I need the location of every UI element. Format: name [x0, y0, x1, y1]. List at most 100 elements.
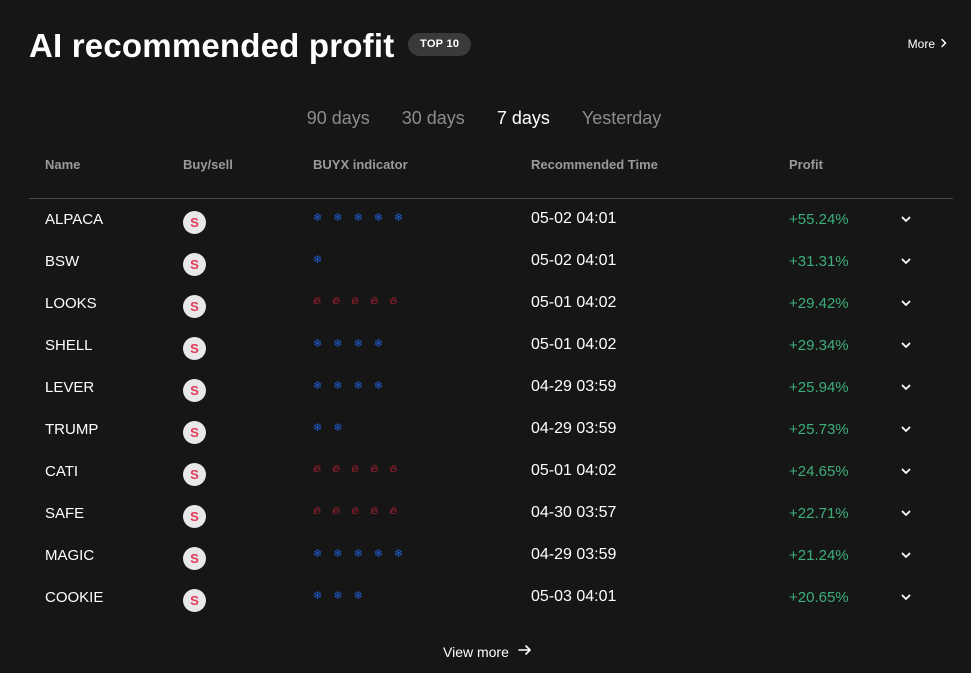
buy-sell-cell: S	[183, 534, 206, 576]
fire-icon: 🔥︎	[370, 294, 379, 307]
table-row[interactable]: CATI S 🔥︎ 🔥︎ 🔥︎ 🔥︎ 🔥︎ 05-01 04:02 +24.65%	[0, 450, 971, 492]
more-label: More	[907, 37, 935, 51]
snowflake-icon: ❄	[333, 421, 343, 434]
snowflake-icon: ❄	[333, 337, 343, 350]
buyx-indicator: ❄ ❄ ❄ ❄	[313, 364, 383, 406]
recommended-time: 05-03 04:01	[531, 588, 617, 605]
buyx-indicator: ❄	[313, 238, 322, 280]
profit-value: +55.24%	[789, 210, 849, 228]
sell-badge: S	[183, 294, 206, 318]
table-row[interactable]: LEVER S ❄ ❄ ❄ ❄ 04-29 03:59 +25.94%	[0, 366, 971, 408]
sell-badge: S	[183, 588, 206, 612]
profit-value: +21.24%	[789, 546, 849, 564]
tab-90-days[interactable]: 90 days	[306, 108, 370, 128]
table-row[interactable]: LOOKS S 🔥︎ 🔥︎ 🔥︎ 🔥︎ 🔥︎ 05-01 04:02 +29.42%	[0, 282, 971, 324]
sell-badge: S	[183, 462, 206, 486]
sell-badge: S	[183, 504, 206, 528]
chevron-down-icon[interactable]	[899, 576, 913, 618]
snowflake-icon: ❄	[393, 547, 404, 560]
chevron-down-icon[interactable]	[899, 534, 913, 576]
chevron-down-icon[interactable]	[899, 198, 913, 240]
column-header-name: Name	[45, 157, 81, 172]
top-badge: TOP 10	[408, 33, 472, 56]
fire-icon: 🔥︎	[332, 462, 341, 475]
buyx-indicator: 🔥︎ 🔥︎ 🔥︎ 🔥︎ 🔥︎	[313, 448, 397, 490]
chevron-down-icon[interactable]	[899, 240, 913, 282]
coin-name: BSW	[45, 252, 80, 270]
table-row[interactable]: TRUMP S ❄ ❄ 04-29 03:59 +25.73%	[0, 408, 971, 450]
snowflake-icon: ❄	[313, 253, 323, 266]
buy-sell-cell: S	[183, 198, 206, 240]
buyx-indicator: ❄ ❄ ❄ ❄	[313, 322, 383, 364]
table-row[interactable]: BSW S ❄ 05-02 04:01 +31.31%	[0, 240, 971, 282]
fire-icon: 🔥︎	[332, 294, 341, 307]
buy-sell-cell: S	[183, 492, 206, 534]
coin-name: MAGIC	[45, 546, 95, 564]
buy-sell-cell: S	[183, 240, 206, 282]
chevron-down-icon[interactable]	[899, 450, 913, 492]
snowflake-icon: ❄	[313, 589, 323, 602]
tab-30-days[interactable]: 30 days	[401, 108, 465, 128]
table-row[interactable]: ALPACA S ❄ ❄ ❄ ❄ ❄ 05-02 04:01 +55.24%	[0, 198, 971, 240]
buyx-indicator: 🔥︎ 🔥︎ 🔥︎ 🔥︎ 🔥︎	[313, 490, 397, 532]
profit-value: +20.65%	[789, 588, 849, 606]
profit-value: +25.73%	[789, 420, 849, 438]
coin-name: LOOKS	[45, 294, 97, 312]
chevron-down-icon[interactable]	[899, 324, 913, 366]
view-more-label: View more	[443, 643, 509, 660]
snowflake-icon: ❄	[353, 589, 363, 602]
table-row[interactable]: MAGIC S ❄ ❄ ❄ ❄ ❄ 04-29 03:59 +21.24%	[0, 534, 971, 576]
more-link[interactable]: More	[908, 37, 949, 51]
buyx-indicator: 🔥︎ 🔥︎ 🔥︎ 🔥︎ 🔥︎	[313, 280, 397, 322]
period-tabs: 90 days 30 days 7 days Yesterday	[0, 108, 971, 129]
column-header-time: Recommended Time	[531, 157, 658, 172]
profit-value: +25.94%	[789, 378, 849, 396]
coin-name: CATI	[45, 462, 79, 480]
profit-value: +29.42%	[789, 294, 849, 312]
table-row[interactable]: COOKIE S ❄ ❄ ❄ 05-03 04:01 +20.65%	[0, 576, 971, 618]
fire-icon: 🔥︎	[351, 504, 360, 517]
buy-sell-cell: S	[183, 450, 206, 492]
fire-icon: 🔥︎	[313, 462, 322, 475]
table-row[interactable]: SAFE S 🔥︎ 🔥︎ 🔥︎ 🔥︎ 🔥︎ 04-30 03:57 +22.71%	[0, 492, 971, 534]
table-row[interactable]: SHELL S ❄ ❄ ❄ ❄ 05-01 04:02 +29.34%	[0, 324, 971, 366]
tab-yesterday[interactable]: Yesterday	[581, 108, 662, 128]
sell-badge: S	[183, 420, 206, 444]
snowflake-icon: ❄	[353, 211, 363, 224]
snowflake-icon: ❄	[353, 337, 363, 350]
chevron-down-icon[interactable]	[899, 282, 913, 324]
snowflake-icon: ❄	[373, 211, 383, 224]
buy-sell-cell: S	[183, 576, 206, 618]
buy-sell-cell: S	[183, 366, 206, 408]
profit-value: +24.65%	[789, 462, 849, 480]
view-more-link[interactable]: View more	[443, 642, 533, 661]
snowflake-icon: ❄	[333, 589, 343, 602]
recommended-time: 04-29 03:59	[531, 546, 617, 563]
fire-icon: 🔥︎	[313, 504, 322, 517]
fire-icon: 🔥︎	[389, 504, 398, 517]
profit-value: +31.31%	[789, 252, 849, 270]
fire-icon: 🔥︎	[370, 462, 379, 475]
tab-7-days[interactable]: 7 days	[496, 108, 550, 128]
buy-sell-cell: S	[183, 282, 206, 324]
snowflake-icon: ❄	[393, 211, 404, 224]
column-header-buy-sell: Buy/sell	[183, 157, 233, 172]
profit-value: +22.71%	[789, 504, 849, 522]
buyx-indicator: ❄ ❄ ❄	[313, 574, 363, 616]
snowflake-icon: ❄	[353, 379, 363, 392]
chevron-down-icon[interactable]	[899, 408, 913, 450]
fire-icon: 🔥︎	[332, 504, 341, 517]
snowflake-icon: ❄	[313, 547, 323, 560]
recommended-time: 05-02 04:01	[531, 252, 617, 269]
buyx-indicator: ❄ ❄ ❄ ❄ ❄	[313, 196, 403, 238]
snowflake-icon: ❄	[313, 337, 323, 350]
recommended-time: 05-02 04:01	[531, 210, 617, 227]
chevron-down-icon[interactable]	[899, 492, 913, 534]
snowflake-icon: ❄	[333, 211, 343, 224]
chevron-down-icon[interactable]	[899, 366, 913, 408]
snowflake-icon: ❄	[333, 379, 343, 392]
fire-icon: 🔥︎	[351, 462, 360, 475]
snowflake-icon: ❄	[353, 547, 363, 560]
recommended-time: 05-01 04:02	[531, 294, 617, 311]
